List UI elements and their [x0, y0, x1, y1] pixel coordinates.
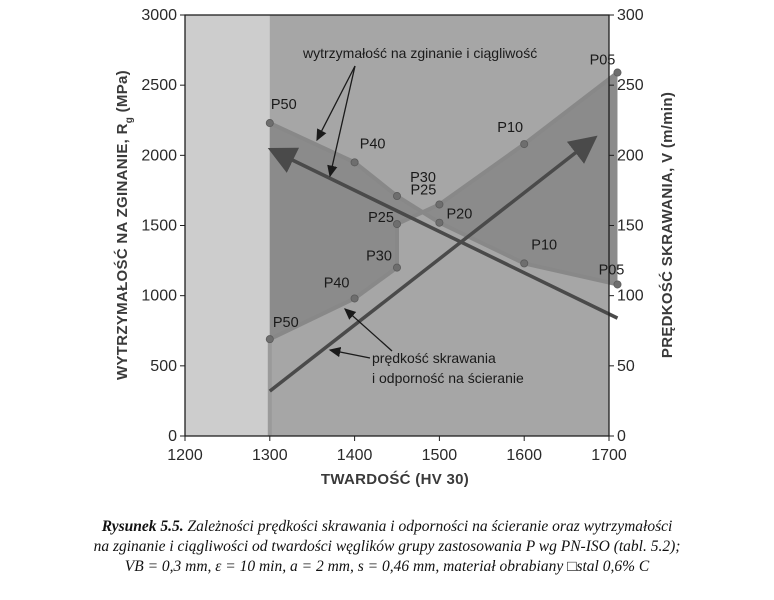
series-1-point-6	[613, 280, 622, 289]
y-left-tick-label-7: 3000	[141, 7, 177, 24]
y-right-tick-label-7: 300	[617, 7, 644, 24]
y-right-tick-label-4: 150	[617, 218, 644, 235]
caption-label: Rysunek 5.5.	[101, 518, 184, 535]
region-between-curves	[269, 72, 618, 340]
series-2-point-label-3: P30	[366, 249, 392, 265]
series-2-point-7	[613, 68, 622, 77]
figure-caption: Rysunek 5.5. Zależności prędkości skrawa…	[10, 517, 764, 577]
callout-upper-arrow-2	[327, 65, 356, 178]
series-2-point-2	[350, 294, 359, 303]
series-2-point-1	[265, 335, 274, 344]
annotation-callouts	[316, 65, 393, 359]
y-left-tick-label-3: 1000	[141, 288, 177, 305]
series-2-point-label-2: P40	[324, 275, 350, 291]
series-2-point-label-1: P50	[273, 315, 299, 331]
annotation-upper: wytrzymałość na zginanie i ciągliwość	[302, 45, 537, 61]
series-1-point-2	[350, 158, 359, 167]
trend-arrow-2	[267, 147, 619, 320]
series-lines	[265, 68, 622, 344]
y-right-tick-label-2: 50	[617, 358, 635, 375]
x-tick-label-3: 1400	[337, 447, 373, 464]
series-2-point-4	[392, 220, 401, 229]
annotation-lower-line1: prędkość skrawania	[372, 350, 496, 366]
x-tick-label-5: 1600	[506, 447, 542, 464]
y-left-title-subscript: g	[124, 117, 135, 123]
trend-arrow-1	[268, 135, 598, 393]
y-left-tick-label-4: 1500	[141, 218, 177, 235]
series-1-point-5	[520, 259, 529, 268]
band-edge	[267, 339, 272, 436]
y-left-title-main: WYTRZYMAŁOŚĆ NA ZGINANIE, R	[113, 123, 131, 380]
y-left-axis-title: WYTRZYMAŁOŚĆ NA ZGINANIE, Rg (MPa)	[113, 70, 135, 380]
series-2-point-5	[435, 200, 444, 209]
series-1-line	[268, 121, 618, 287]
callout-upper-arrow-1	[316, 65, 356, 142]
series-1-point-label-4: P20	[446, 207, 472, 223]
y-left-tick-label-6: 2500	[141, 77, 177, 94]
trend-arrows	[267, 135, 619, 393]
y-right-tick-label-5: 200	[617, 147, 644, 164]
y-left-tick-label-2: 500	[150, 358, 177, 375]
series-1-point-3	[392, 192, 401, 201]
y-right-tick-label-1: 0	[617, 428, 626, 445]
series-2-point-label-6: P10	[497, 120, 523, 136]
x-tick-label-2: 1300	[252, 447, 288, 464]
shaded-region	[267, 72, 618, 436]
series-2-point-label-5: P25	[410, 182, 436, 198]
callout-lower-arrow-1	[328, 346, 371, 359]
y-left-tick-label-5: 2000	[141, 147, 177, 164]
y-left-title-unit: (MPa)	[114, 70, 131, 112]
x-axis-title: TWARDOŚĆ (HV 30)	[321, 470, 469, 488]
caption-line-1: Rysunek 5.5. Zależności prędkości skrawa…	[10, 517, 764, 537]
series-1-point-label-5: P10	[531, 237, 557, 253]
series-2-point-label-4: P25	[368, 210, 394, 226]
series-1-point-1	[265, 119, 274, 128]
x-tick-label-1: 1200	[167, 447, 203, 464]
annotation-lower-line2: i odporność na ścieranie	[372, 370, 524, 386]
series-2-point-6	[520, 140, 529, 149]
series-1-point-label-2: P40	[360, 136, 386, 152]
caption-line-3: VB = 0,3 mm, ε = 10 min, a = 2 mm, s = 0…	[124, 558, 650, 575]
y-right-tick-label-6: 250	[617, 77, 644, 94]
x-tick-label-6: 1700	[591, 447, 627, 464]
x-tick-label-4: 1500	[422, 447, 458, 464]
series-2-point-label-7: P05	[590, 53, 616, 69]
series-1-point-4	[435, 218, 444, 227]
axes: 1200 1300 1400 1500 1600 17000500100015002000…	[141, 7, 643, 464]
chart: 1200 1300 1400 1500 1600 17000500100015002000…	[113, 7, 676, 488]
series-1-point-label-1: P50	[271, 97, 297, 113]
caption-text-1: Zależności prędkości skrawania i odporno…	[187, 518, 673, 535]
y-left-tick-label-1: 0	[168, 428, 177, 445]
series-2-point-3	[392, 263, 401, 272]
y-right-tick-label-3: 100	[617, 288, 644, 305]
callout-lower-arrow-2	[344, 308, 393, 352]
y-right-axis-title: PRĘDKOŚĆ SKRAWANIA, V (m/min)	[658, 92, 676, 358]
series-1-point-label-3: P30	[410, 170, 436, 186]
caption-line-2: na zginanie i ciągliwości od twardości w…	[93, 538, 681, 555]
series-1-point-label-6: P05	[599, 262, 625, 278]
